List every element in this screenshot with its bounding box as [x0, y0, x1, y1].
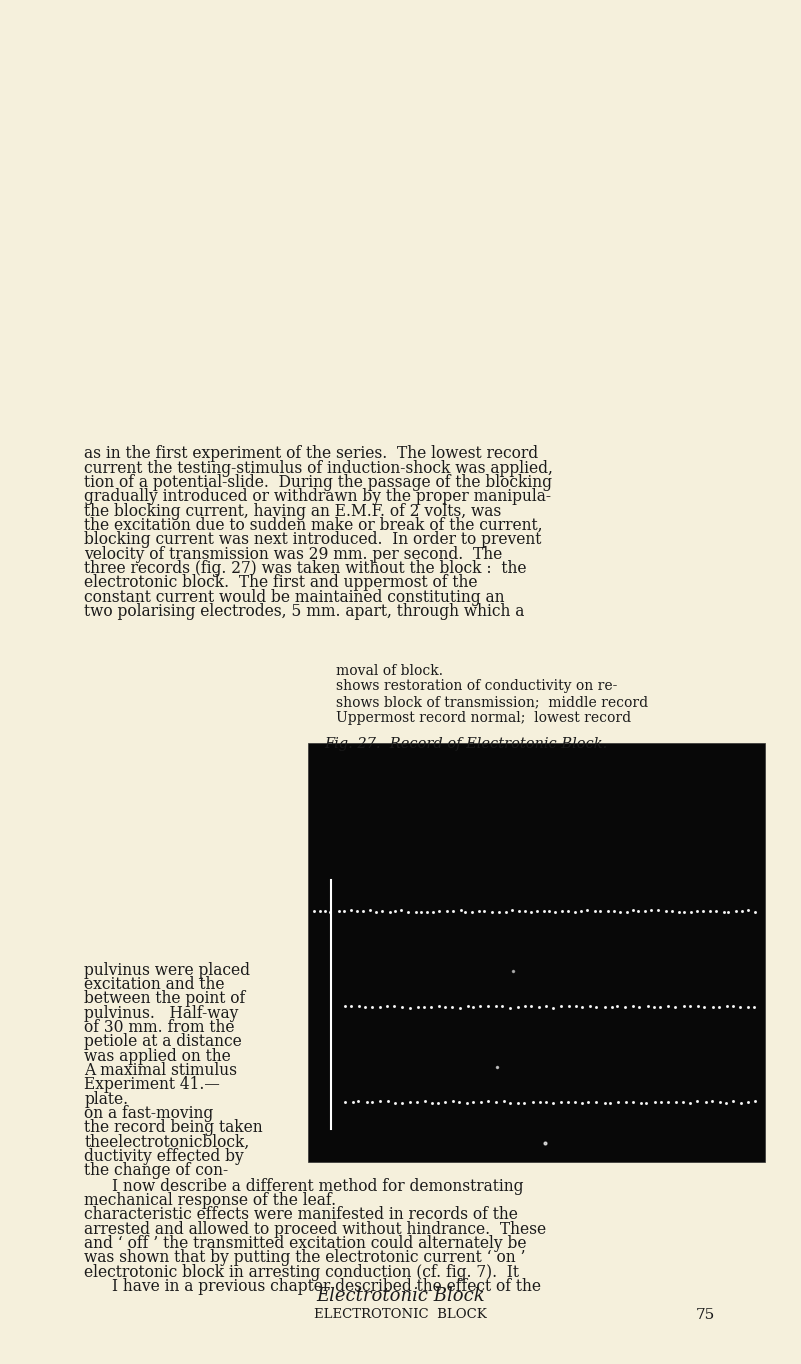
Text: I have in a previous chapter described the effect of the: I have in a previous chapter described t… — [112, 1278, 541, 1294]
Text: excitation and the: excitation and the — [84, 977, 224, 993]
Text: tion of a potential-slide.  During the passage of the blocking: tion of a potential-slide. During the pa… — [84, 473, 552, 491]
Text: gradually introduced or withdrawn by the proper manipula-: gradually introduced or withdrawn by the… — [84, 488, 551, 505]
Text: shows block of transmission;  middle record: shows block of transmission; middle reco… — [336, 694, 649, 709]
Text: plate.: plate. — [84, 1091, 128, 1108]
Text: arrested and allowed to proceed without hindrance.  These: arrested and allowed to proceed without … — [84, 1221, 546, 1237]
Text: two polarising electrodes, 5 mm. apart, through which a: two polarising electrodes, 5 mm. apart, … — [84, 603, 525, 619]
Text: electrotonic block.  The first and uppermost of the: electrotonic block. The first and upperm… — [84, 574, 477, 591]
Text: 75: 75 — [695, 1308, 714, 1322]
Text: current the testing-stimulus of induction-shock was applied,: current the testing-stimulus of inductio… — [84, 460, 553, 476]
Text: theelectrotonicblock,: theelectrotonicblock, — [84, 1133, 249, 1150]
Text: moval of block.: moval of block. — [336, 663, 444, 678]
Text: pulvinus.   Half-way: pulvinus. Half-way — [84, 1004, 239, 1022]
Bar — [308, 743, 765, 1162]
Text: the excitation due to sudden make or break of the current,: the excitation due to sudden make or bre… — [84, 517, 542, 533]
Text: Uppermost record normal;  lowest record: Uppermost record normal; lowest record — [336, 711, 631, 724]
Text: Electrotonic Block: Electrotonic Block — [316, 1286, 485, 1305]
Text: on a fast-moving: on a fast-moving — [84, 1105, 213, 1121]
Text: petiole at a distance: petiole at a distance — [84, 1034, 242, 1050]
Text: three records (fig. 27) was taken without the block :  the: three records (fig. 27) was taken withou… — [84, 559, 526, 577]
Text: ductivity effected by: ductivity effected by — [84, 1148, 244, 1165]
Text: was applied on the: was applied on the — [84, 1048, 231, 1064]
Text: shows restoration of conductivity on re-: shows restoration of conductivity on re- — [336, 679, 618, 693]
Text: ELECTROTONIC  BLOCK: ELECTROTONIC BLOCK — [314, 1308, 487, 1322]
Text: A maximal stimulus: A maximal stimulus — [84, 1061, 237, 1079]
Text: characteristic effects were manifested in records of the: characteristic effects were manifested i… — [84, 1206, 518, 1224]
Text: of 30 mm. from the: of 30 mm. from the — [84, 1019, 235, 1035]
Text: constant current would be maintained constituting an: constant current would be maintained con… — [84, 589, 505, 606]
Text: pulvinus were placed: pulvinus were placed — [84, 962, 250, 978]
Text: Experiment 41.—: Experiment 41.— — [84, 1076, 219, 1093]
Text: I now describe a different method for demonstrating: I now describe a different method for de… — [112, 1177, 524, 1195]
Text: and ‘ off ’ the transmitted excitation could alternately be: and ‘ off ’ the transmitted excitation c… — [84, 1236, 526, 1252]
Text: the record being taken: the record being taken — [84, 1118, 263, 1136]
Text: blocking current was next introduced.  In order to prevent: blocking current was next introduced. In… — [84, 531, 541, 548]
Text: velocity of transmission was 29 mm. per second.  The: velocity of transmission was 29 mm. per … — [84, 546, 502, 562]
Text: electrotonic block in arresting conduction (cf. fig. 7).  It: electrotonic block in arresting conducti… — [84, 1263, 519, 1281]
Text: the blocking current, having an E.M.F. of 2 volts, was: the blocking current, having an E.M.F. o… — [84, 502, 501, 520]
Text: between the point of: between the point of — [84, 990, 245, 1007]
Text: mechanical response of the leaf.: mechanical response of the leaf. — [84, 1192, 336, 1209]
Text: Fig. 27.  Record of Electrotonic Block.: Fig. 27. Record of Electrotonic Block. — [324, 737, 608, 750]
Text: the change of con-: the change of con- — [84, 1162, 228, 1178]
Text: as in the first experiment of the series.  The lowest record: as in the first experiment of the series… — [84, 445, 538, 462]
Text: was shown that by putting the electrotonic current ‘ on ’: was shown that by putting the electroton… — [84, 1249, 525, 1266]
